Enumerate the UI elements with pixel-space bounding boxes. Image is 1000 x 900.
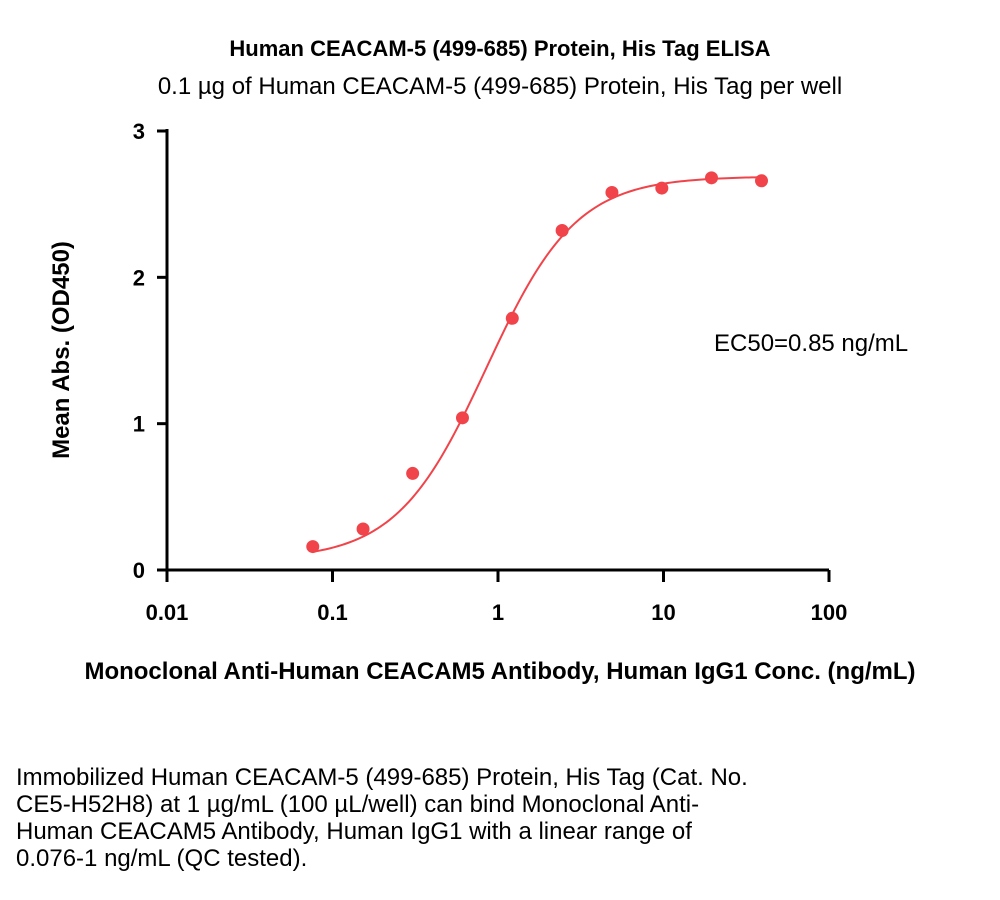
y-tick-label: 1 [133,412,145,437]
x-tick-label: 100 [811,600,848,625]
chart-title: Human CEACAM-5 (499-685) Protein, His Ta… [229,36,771,61]
data-point [505,311,519,325]
x-tick-label: 0.1 [317,600,348,625]
y-tick-label: 0 [133,558,145,583]
data-point [306,540,320,554]
x-axis-label: Monoclonal Anti-Human CEACAM5 Antibody, … [84,658,915,685]
caption-line: Immobilized Human CEACAM-5 (499-685) Pro… [16,764,748,791]
data-point [455,411,469,425]
data-point [655,181,669,195]
y-tick-label: 3 [133,119,145,144]
data-point [555,224,569,238]
fit-curve [312,176,762,553]
x-tick-label: 1 [492,600,504,625]
caption-line: CE5-H52H8) at 1 µg/mL (100 µL/well) can … [16,791,700,818]
chart-subtitle: 0.1 µg of Human CEACAM-5 (499-685) Prote… [157,73,843,100]
caption: Immobilized Human CEACAM-5 (499-685) Pro… [16,764,916,872]
x-tick-label: 10 [651,600,675,625]
caption-line: Human CEACAM5 Antibody, Human IgG1 with … [16,818,692,845]
data-point [605,185,619,199]
caption-line: 0.076-1 ng/mL (QC tested). [16,845,308,872]
elisa-chart: 0 1 2 3 0.01 0.1 1 10 100 EC50=0.85 ng/mL Mean … [48,119,916,685]
data-point [356,522,370,536]
data-point [755,174,769,188]
y-axis-label: Mean Abs. (OD450) [48,241,75,459]
data-point [705,171,719,185]
y-tick-label: 2 [133,265,145,290]
ec50-annotation: EC50=0.85 ng/mL [714,330,908,357]
x-tick-label: 0.01 [146,600,189,625]
data-point [406,466,420,480]
